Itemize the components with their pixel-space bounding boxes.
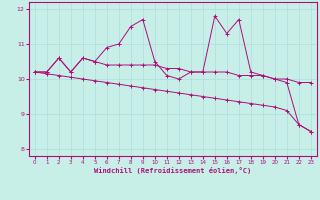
X-axis label: Windchill (Refroidissement éolien,°C): Windchill (Refroidissement éolien,°C) (94, 167, 252, 174)
